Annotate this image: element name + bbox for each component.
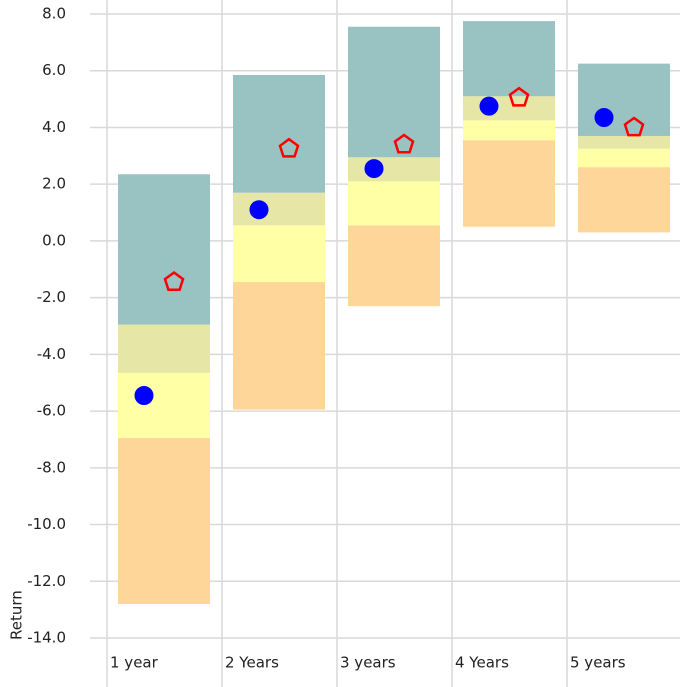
marker-pentagon (393, 133, 415, 154)
x-tick-label: 4 Years (455, 654, 509, 672)
marker-circle (249, 200, 269, 220)
range-segment (578, 135, 670, 149)
x-tick-label: 1 year (110, 654, 159, 672)
marker-pentagon (163, 270, 185, 291)
y-axis-label: Return (8, 590, 26, 640)
y-tick-label: 0.0 (42, 231, 66, 249)
x-tick-label: 2 Years (225, 654, 279, 672)
range-segment (463, 140, 555, 227)
range-segment (463, 120, 555, 141)
y-tick-label: 8.0 (42, 5, 66, 23)
range-segment (118, 438, 210, 604)
range-segment (118, 324, 210, 373)
marker-pentagon (278, 137, 300, 158)
y-tick-label: -4.0 (37, 345, 66, 363)
range-segment (233, 74, 325, 193)
marker-circle (134, 385, 154, 405)
range-segment (118, 372, 210, 439)
range-segment (348, 225, 440, 307)
y-tick-label: -14.0 (27, 629, 66, 647)
y-tick-label: -8.0 (37, 458, 66, 476)
marker-pentagon (623, 116, 645, 137)
y-tick-label: 4.0 (42, 118, 66, 136)
x-tick-label: 5 years (570, 654, 626, 672)
range-segment (118, 174, 210, 325)
range-segment (233, 192, 325, 226)
range-segment (578, 148, 670, 168)
y-tick-label: -6.0 (37, 402, 66, 420)
range-segment (233, 225, 325, 283)
marker-pentagon (508, 86, 530, 107)
marker-circle (594, 108, 614, 128)
range-segment (348, 157, 440, 182)
y-tick-label: 2.0 (42, 175, 66, 193)
range-segment (348, 181, 440, 226)
y-tick-label: -2.0 (37, 288, 66, 306)
y-tick-label: 6.0 (42, 61, 66, 79)
range-segment (233, 282, 325, 410)
range-segment (463, 96, 555, 121)
y-tick-label: -12.0 (27, 572, 66, 590)
y-tick-label: -10.0 (27, 515, 66, 533)
range-segment (578, 167, 670, 233)
x-tick-label: 3 years (340, 654, 396, 672)
range-segment (463, 21, 555, 97)
range-segment (348, 26, 440, 158)
marker-circle (479, 96, 499, 116)
marker-circle (364, 159, 384, 179)
